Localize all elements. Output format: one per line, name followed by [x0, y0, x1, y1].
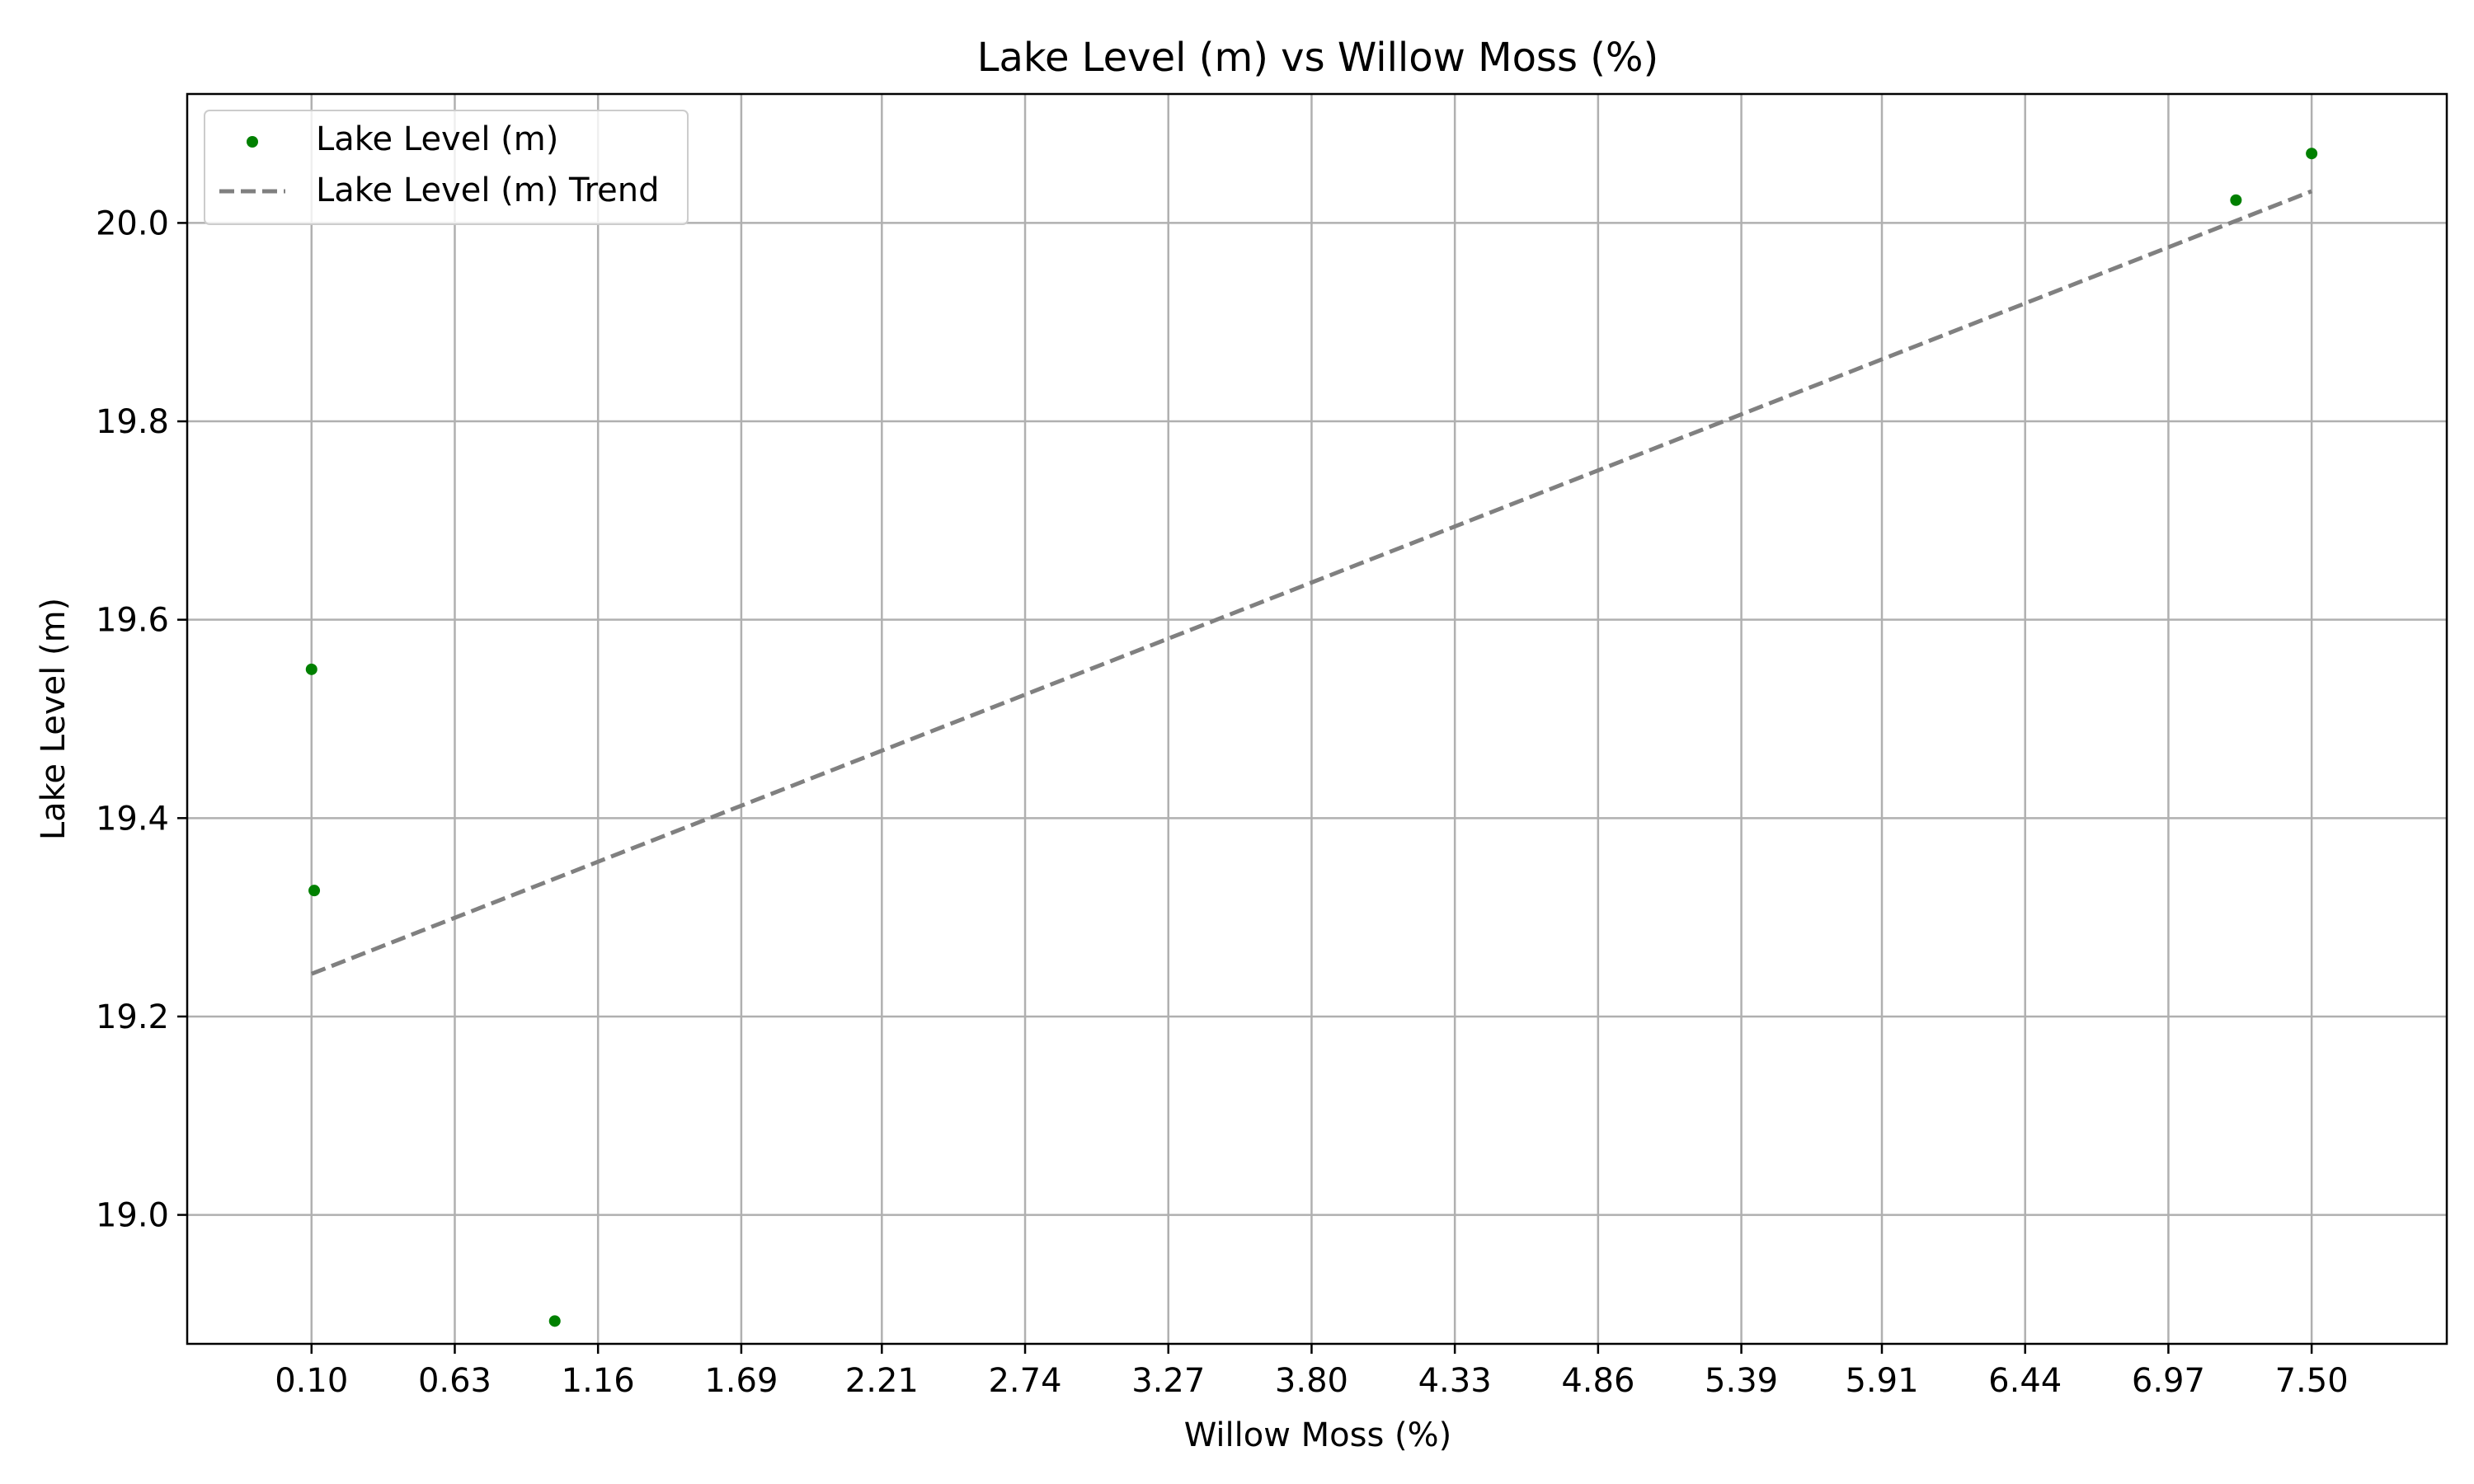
x-tick-label: 2.74: [988, 1362, 1061, 1400]
x-tick-label: 5.91: [1845, 1362, 1918, 1400]
x-tick-label: 3.80: [1275, 1362, 1348, 1400]
x-tick-label: 6.44: [1988, 1362, 2062, 1400]
y-tick-label: 20.0: [96, 204, 169, 242]
data-point: [305, 663, 317, 675]
legend-label-scatter: Lake Level (m): [316, 120, 558, 158]
y-tick-label: 19.0: [96, 1197, 169, 1235]
x-tick-label: 1.69: [704, 1362, 778, 1400]
points-layer: [305, 148, 2318, 1327]
y-axis-ticks: 19.0 19.2 19.4 19.6 19.8 20.0: [96, 204, 187, 1235]
x-axis-label: Willow Moss (%): [1184, 1416, 1452, 1454]
data-point: [548, 1315, 561, 1327]
x-tick-label: 2.21: [845, 1362, 919, 1400]
x-tick-label: 4.86: [1561, 1362, 1634, 1400]
legend: Lake Level (m) Lake Level (m) Trend: [204, 110, 689, 225]
grid: [187, 94, 2447, 1344]
x-tick-label: 6.97: [2132, 1362, 2205, 1400]
y-tick-label: 19.8: [96, 403, 169, 441]
data-point: [2230, 194, 2242, 206]
legend-box: [204, 110, 689, 225]
y-tick-label: 19.4: [96, 800, 169, 838]
y-axis-label: Lake Level (m): [35, 598, 73, 840]
x-tick-label: 0.10: [275, 1362, 348, 1400]
x-tick-label: 4.33: [1418, 1362, 1492, 1400]
plot-frame: [186, 92, 2448, 1345]
x-tick-label: 5.39: [1705, 1362, 1778, 1400]
x-tick-label: 0.63: [418, 1362, 492, 1400]
x-tick-label: 1.16: [562, 1362, 635, 1400]
chart-title: Lake Level (m) vs Willow Moss (%): [977, 35, 1659, 81]
legend-label-trend: Lake Level (m) Trend: [316, 171, 660, 209]
y-tick-label: 19.2: [96, 998, 169, 1036]
trend-line: [310, 189, 2313, 976]
data-point: [308, 885, 321, 897]
data-point: [2306, 148, 2318, 160]
x-axis-ticks: 0.10 0.63 1.16 1.69 2.21 2.74 3.27 3.80 4.33 4.86…: [275, 1344, 2349, 1400]
y-tick-label: 19.6: [96, 602, 169, 640]
x-tick-label: 7.50: [2275, 1362, 2349, 1400]
legend-scatter-marker: [247, 136, 258, 148]
trend-layer: [310, 189, 2313, 976]
x-tick-label: 3.27: [1131, 1362, 1205, 1400]
